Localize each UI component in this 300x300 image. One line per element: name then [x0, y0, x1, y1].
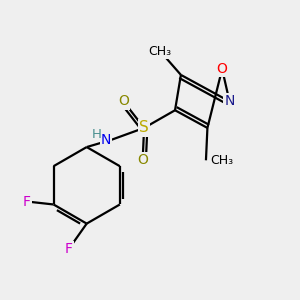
Text: O: O: [118, 94, 129, 108]
Text: S: S: [139, 120, 149, 135]
Text: CH₃: CH₃: [210, 154, 233, 167]
Text: F: F: [23, 194, 31, 208]
Text: O: O: [217, 62, 228, 76]
Text: N: N: [101, 133, 111, 147]
Text: CH₃: CH₃: [149, 45, 172, 58]
Text: N: N: [224, 94, 235, 108]
Text: H: H: [92, 128, 101, 141]
Text: F: F: [65, 242, 73, 256]
Text: O: O: [137, 153, 148, 167]
